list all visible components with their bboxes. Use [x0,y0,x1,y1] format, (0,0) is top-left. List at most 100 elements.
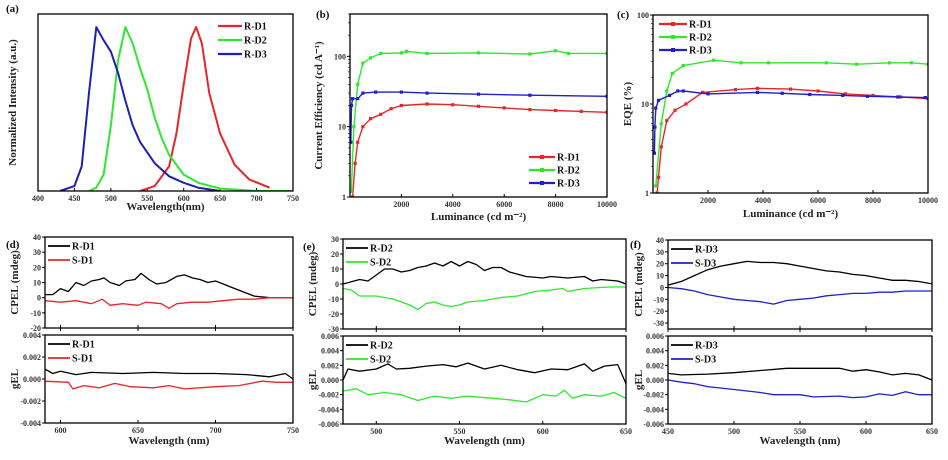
x-tick-label: 8000 [548,200,564,209]
data-point [554,108,558,113]
series-line-S-D1 [45,297,293,309]
data-point [755,90,760,95]
x-tick-label: 650 [620,427,632,436]
y-tick-label: 30 [33,248,41,257]
y-tick-label: 30 [656,248,664,257]
x-tick-label: 6000 [496,200,512,209]
legend-marker [671,48,675,52]
plot-frame [667,239,933,330]
y-tick-label: -20 [30,324,41,333]
y-tick-label: 40 [33,233,41,242]
y-axis-label: CPEL (mdeg) [9,250,21,315]
data-point [808,92,812,97]
data-point [824,61,828,65]
plot-area: -20 -10 0 10 20 30 40 R-D1 S-D1 CPEL (mdeg) [9,233,294,333]
legend-label: R-D3 [695,341,718,352]
plot-frame [342,335,627,425]
data-point [854,62,859,66]
data-point [656,98,661,102]
x-tick-label: 550 [141,194,153,203]
x-axis-label: Wavelength (nm) [444,435,525,447]
plot-area: -30 -20 -10 0 10 20 30 40 R-D3 S-D3 CPEL (mdeg) [633,236,933,332]
x-tick-label: 600 [537,427,549,436]
y-tick-label: 30 [331,235,339,244]
y-tick-label: 100 [637,11,649,20]
x-tick-label: 650 [926,427,938,436]
y-tick-label: 1 [645,189,649,198]
data-point [673,108,677,112]
data-point [566,51,571,56]
data-point [350,103,354,108]
y-tick-label: -0.004 [20,419,41,428]
x-tick-label: 4000 [445,200,461,209]
y-tick-label: 20 [331,250,339,259]
panel-c: (c)2000 4000 6000 8000 10000110100R-D1R-D2R-… [617,9,938,220]
plot-area: 2000 4000 6000 8000 10000 1 10 100 R-D1 R-D2 R-D3 C… [313,13,617,209]
plot-area: 450 500 550 600 650 -0.006 -0.004 -0.002 0.000 0.… [633,332,938,436]
y-tick-label: -30 [328,325,339,334]
legend: R-D1 R-D2 R-D3 [218,22,267,61]
legend-marker [671,22,675,26]
legend-marker [540,155,544,159]
y-tick-label: 40 [656,236,664,245]
data-point [605,51,607,56]
data-point [350,195,355,197]
data-point [476,92,481,96]
legend-label: R-D1 [244,22,267,33]
y-tick-label: -20 [653,307,664,316]
plot-area: 500 550 600 650 -0.006 -0.004 -0.002 0.000 0.002… [307,332,632,436]
y-tick-label: 0.004 [321,347,339,356]
data-point [681,89,685,93]
data-point [926,62,928,66]
x-tick-label: 700 [210,426,222,435]
legend-label: S-D3 [695,259,716,270]
panel-b: (b)2000 4000 6000 8000 10000110100R-D1R-D2R-… [313,9,617,223]
data-point [579,109,583,113]
data-point [361,91,365,95]
x-tick-label: 10000 [918,196,938,205]
x-tick-label: 600 [860,427,872,436]
y-axis-label: Normalized Intensity (a.u.) [7,39,19,166]
y-tick-label: 0.002 [321,361,339,370]
data-point [374,90,378,94]
data-point [684,102,688,106]
legend-label: R-D2 [370,341,393,352]
panel-label: (d) [6,239,20,251]
data-point [656,175,661,179]
legend-label: S-D1 [72,256,93,267]
data-point [399,90,403,94]
x-axis-label: Wavelength (nm) [129,435,210,447]
y-tick-label: 0.000 [23,375,41,384]
legend-label: S-D3 [695,355,716,366]
data-point [711,58,716,62]
y-tick-label: 10 [641,100,649,109]
plot-frame [342,238,627,330]
series-line-S-D3 [668,286,932,305]
legend-label: R-D1 [72,340,95,351]
legend-label: R-D3 [695,245,718,256]
x-tick-label: 450 [68,194,80,203]
legend-label: R-D2 [689,33,712,44]
y-tick-label: -0.006 [318,420,339,429]
y-tick-label: 0.006 [646,332,664,341]
y-tick-label: 0.004 [23,331,41,340]
x-tick-label: 8000 [865,196,881,205]
legend-label: R-D3 [557,179,580,190]
plot-frame [667,335,933,425]
x-tick-label: 600 [55,426,67,435]
legend-marker [540,168,544,172]
panel-label: (e) [303,241,316,253]
data-point [665,89,669,93]
data-point [733,88,738,92]
x-tick-label: 6000 [810,196,826,205]
y-tick-label: -0.002 [318,391,339,400]
panel-label: (a) [6,3,19,15]
y-tick-label: 20 [33,263,41,272]
legend: R-D1 R-D2 R-D3 [659,20,712,57]
data-point [654,184,658,188]
legend: R-D1 S-D1 [48,340,95,365]
series-line-R-D2 [88,26,293,191]
data-point [399,51,403,55]
x-tick-label: 700 [251,194,263,203]
